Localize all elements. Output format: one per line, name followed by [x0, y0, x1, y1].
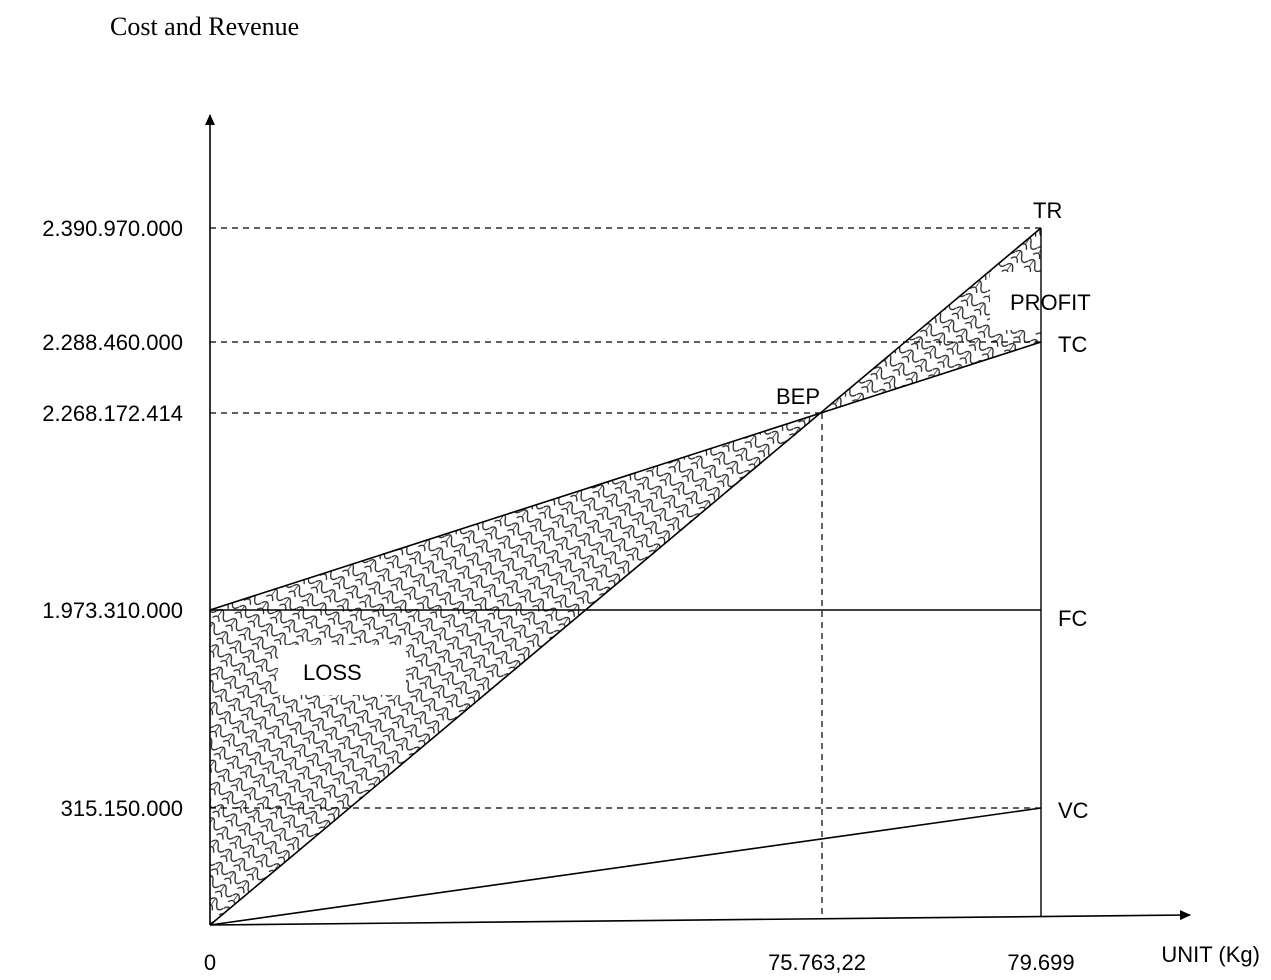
series-line-vc	[209, 807, 1042, 926]
x-axis	[209, 910, 1191, 926]
region-label-loss: LOSS	[303, 660, 362, 685]
regions	[210, 228, 1100, 925]
y-tick-label: 1.973.310.000	[42, 598, 183, 623]
x-tick-label: 0	[204, 950, 216, 975]
y-tick-label: 2.390.970.000	[42, 216, 183, 241]
series-label-vc: VC	[1058, 798, 1089, 823]
y-axis-title: Cost and Revenue	[110, 12, 299, 41]
y-tick-label: 315.150.000	[61, 796, 183, 821]
labels: TR TC FC VC LOSS PROFIT BEP 2.390.970.000 2.288.…	[42, 198, 1260, 975]
series-label-tc: TC	[1058, 332, 1087, 357]
x-tick-label: 79.699	[1007, 950, 1074, 975]
series-lines	[209, 227, 1042, 926]
series-label-tr: TR	[1033, 198, 1062, 223]
y-tick-label: 2.268.172.414	[42, 401, 183, 426]
x-tick-label: 75.763,22	[768, 950, 866, 975]
region-label-profit: PROFIT	[1010, 290, 1091, 315]
series-line-tc	[209, 341, 1042, 611]
x-axis-title: UNIT (Kg)	[1161, 942, 1260, 967]
bep-label: BEP	[776, 384, 820, 409]
y-tick-label: 2.288.460.000	[42, 330, 183, 355]
series-line-tr	[209, 227, 1042, 926]
series-label-fc: FC	[1058, 606, 1087, 631]
loss-label-bg	[278, 645, 406, 695]
profit-label-bg	[990, 272, 1100, 330]
